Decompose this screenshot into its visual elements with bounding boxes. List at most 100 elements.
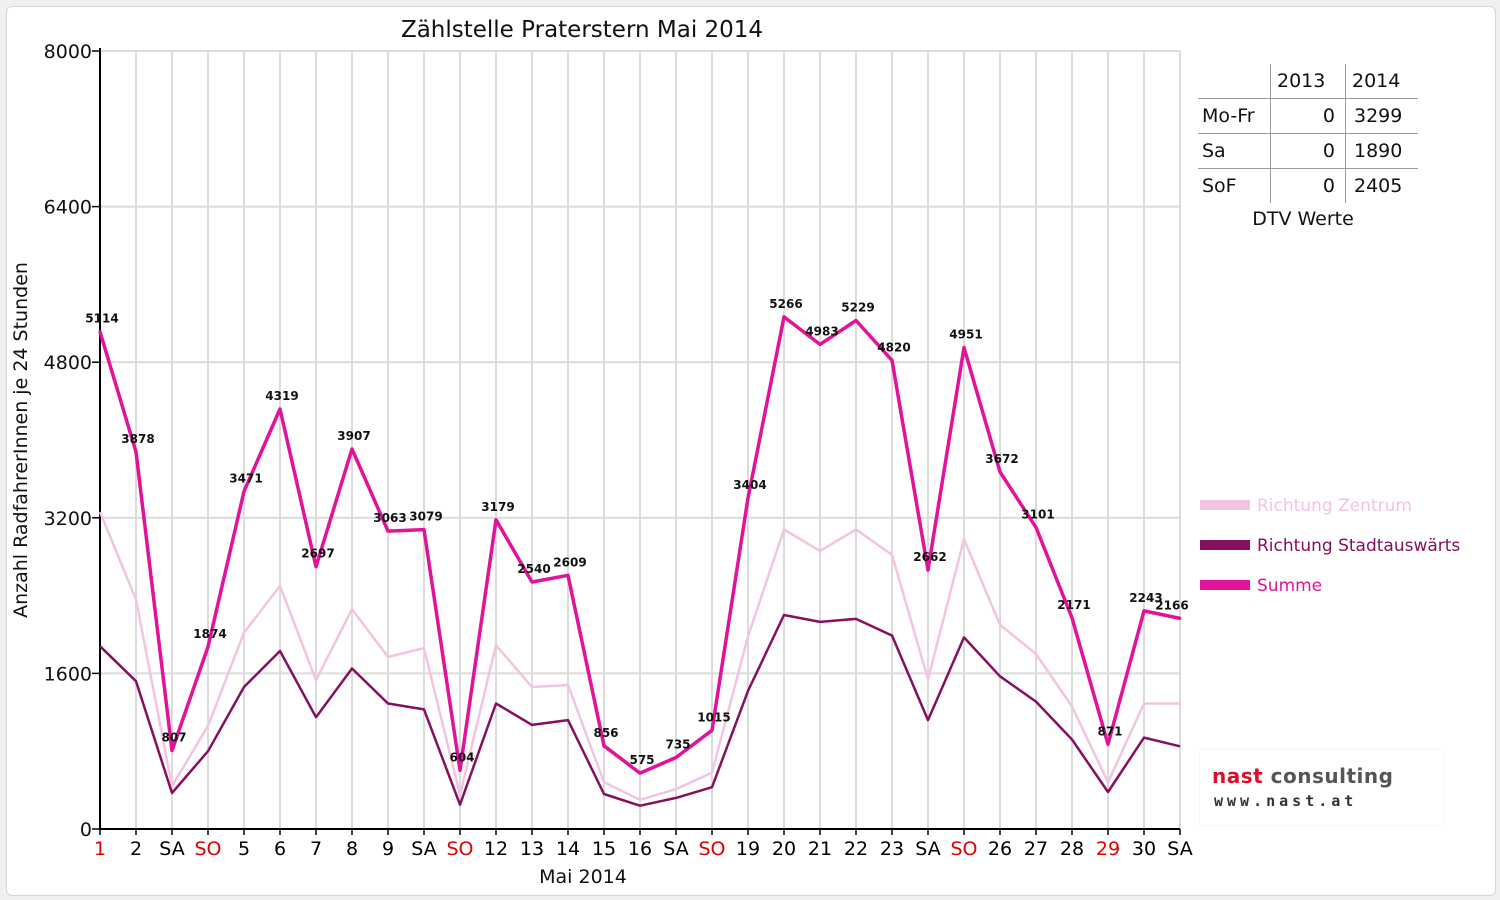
legend-label: Summe	[1257, 576, 1322, 596]
data-label: 3878	[121, 432, 154, 446]
x-tick-label: 1	[94, 838, 106, 860]
dtv-row-label: Sa	[1198, 133, 1271, 169]
data-point	[530, 580, 534, 584]
dtv-row-label: Mo-Fr	[1198, 98, 1271, 134]
dtv-row-sof: SoF 0 2405	[1198, 168, 1418, 203]
dtv-header-2013: 2013	[1270, 64, 1346, 99]
data-point	[674, 756, 678, 760]
y-axis-label: Anzahl RadfahrerInnen je 24 Stunden	[10, 262, 32, 618]
x-tick-label: 13	[520, 838, 544, 860]
data-point	[422, 528, 426, 532]
dtv-row-sa: Sa 0 1890	[1198, 133, 1418, 169]
dtv-caption: DTV Werte	[1252, 208, 1354, 230]
data-label: 3471	[229, 471, 262, 485]
y-tick-label: 3200	[44, 508, 92, 530]
data-label: 735	[665, 738, 690, 752]
legend-label: Richtung Zentrum	[1257, 496, 1412, 516]
data-point	[710, 728, 714, 732]
logo-name: nast consulting	[1212, 764, 1393, 788]
logo-url: www.nast.at	[1214, 792, 1358, 810]
x-tick-label: 19	[736, 838, 760, 860]
data-point	[1106, 742, 1110, 746]
data-label: 5114	[85, 312, 118, 326]
data-label: 4951	[949, 328, 982, 342]
x-axis-label: Mai 2014	[539, 866, 627, 888]
x-tick-label: 20	[772, 838, 796, 860]
data-label: 1874	[193, 627, 226, 641]
data-label: 2243	[1129, 591, 1162, 605]
data-label: 3179	[481, 500, 514, 514]
x-tick-label: 22	[844, 838, 868, 860]
dtv-header-2014: 2014	[1345, 64, 1418, 99]
y-tick-label: 0	[80, 819, 92, 841]
data-label: 2697	[301, 547, 334, 561]
x-tick-label: 30	[1132, 838, 1156, 860]
dtv-value-2013: 0	[1270, 168, 1346, 203]
x-tick-label: 14	[556, 838, 580, 860]
data-label: 604	[449, 750, 474, 764]
data-point	[566, 573, 570, 577]
data-label: 856	[593, 726, 618, 740]
x-tick-label: 16	[628, 838, 652, 860]
logo-name-part1: nast	[1212, 764, 1264, 788]
data-point	[242, 489, 246, 493]
data-label: 4983	[805, 324, 838, 338]
dtv-header-blank	[1198, 64, 1271, 99]
x-tick-label: SO	[446, 838, 473, 860]
x-tick-label: SA	[1167, 838, 1192, 860]
x-tick-label: 28	[1060, 838, 1084, 860]
legend-label: Richtung Stadtauswärts	[1257, 536, 1460, 556]
data-label: 575	[629, 753, 654, 767]
data-label: 3672	[985, 452, 1018, 466]
dtv-value-2013: 0	[1270, 133, 1346, 169]
data-point	[1178, 616, 1182, 620]
data-label: 2609	[553, 555, 586, 569]
x-tick-label: SO	[194, 838, 221, 860]
dtv-header-row: 2013 2014	[1198, 64, 1418, 99]
company-logo: nast consulting www.nast.at	[1200, 750, 1443, 825]
data-point	[458, 768, 462, 772]
y-tick-label: 6400	[44, 197, 92, 219]
x-tick-label: 27	[1024, 838, 1048, 860]
dtv-value-2014: 2405	[1345, 168, 1418, 203]
data-point	[818, 342, 822, 346]
series-line-stadtauswaerts	[99, 613, 1181, 807]
data-label: 5266	[769, 297, 802, 311]
data-label: 3101	[1021, 507, 1054, 521]
data-point	[170, 749, 174, 753]
y-tick-label: 8000	[44, 41, 92, 63]
data-label: 871	[1097, 724, 1122, 738]
data-point	[206, 645, 210, 649]
chart-title: Zählstelle Praterstern Mai 2014	[401, 17, 763, 43]
x-tick-label: 5	[238, 838, 250, 860]
x-tick-label: 23	[880, 838, 904, 860]
data-label: 4319	[265, 389, 298, 403]
data-point	[854, 318, 858, 322]
x-tick-label: 26	[988, 838, 1012, 860]
dtv-table: 2013 2014 Mo-Fr 0 3299 Sa 0 1890 SoF 0 2…	[1198, 64, 1418, 203]
x-tick-label: SA	[159, 838, 184, 860]
dtv-row-mofr: Mo-Fr 0 3299	[1198, 98, 1418, 134]
x-tick-label: 21	[808, 838, 832, 860]
data-point	[962, 346, 966, 350]
x-tick-label: SO	[950, 838, 977, 860]
x-tick-label: SA	[663, 838, 688, 860]
dtv-row-label: SoF	[1198, 168, 1271, 203]
data-point	[998, 470, 1002, 474]
data-point	[1034, 525, 1038, 529]
data-point	[782, 315, 786, 319]
data-label: 2166	[1155, 598, 1188, 612]
data-label: 3079	[409, 510, 442, 524]
legend-swatch	[1200, 500, 1250, 510]
data-point	[98, 330, 102, 334]
data-point	[638, 771, 642, 775]
data-label: 5229	[841, 300, 874, 314]
y-tick-label: 1600	[44, 663, 92, 685]
y-tick-label: 4800	[44, 352, 92, 374]
data-point	[746, 496, 750, 500]
data-label: 2540	[517, 562, 550, 576]
x-tick-label: 9	[382, 838, 394, 860]
legend-swatch	[1200, 540, 1250, 550]
x-tick-label: 8	[346, 838, 358, 860]
